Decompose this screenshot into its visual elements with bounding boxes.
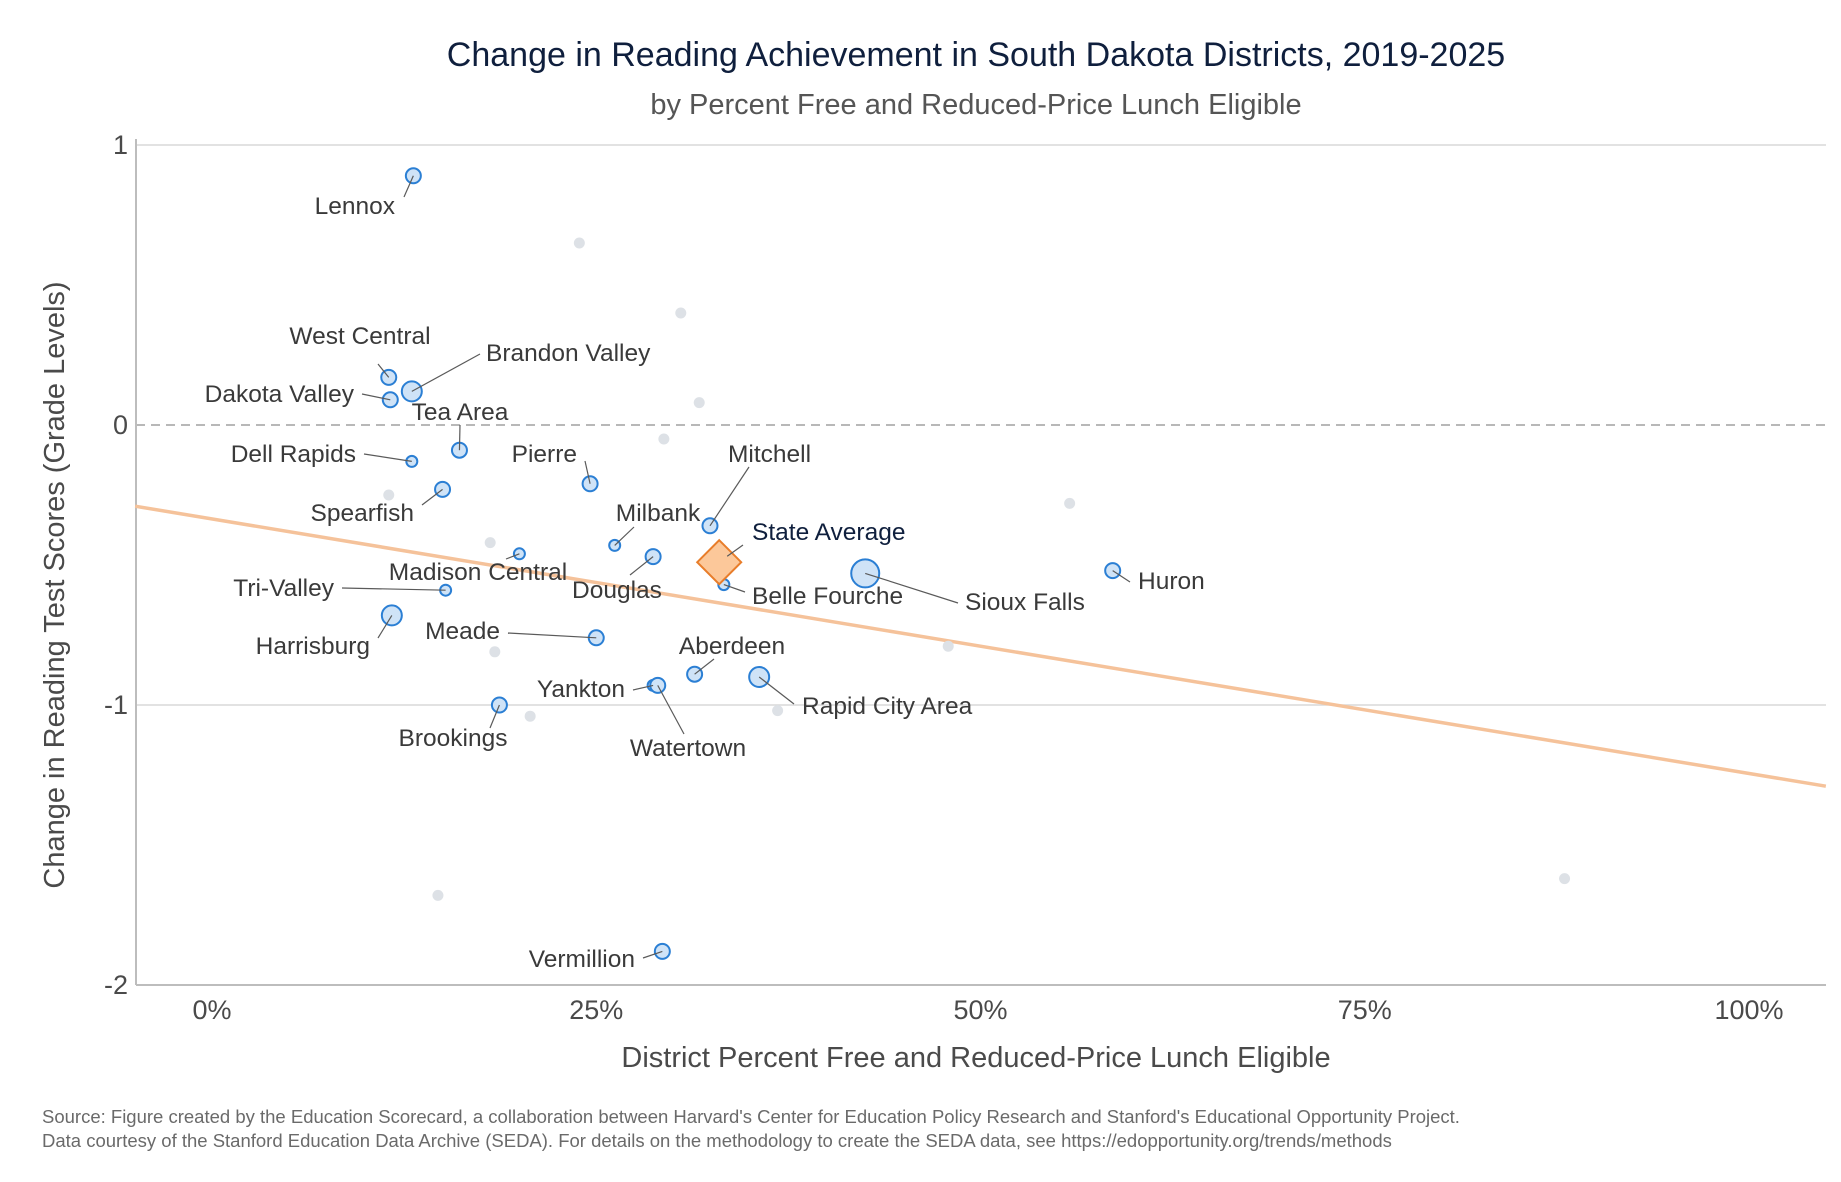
- unlabeled-point: [675, 307, 687, 319]
- unlabeled-point: [383, 489, 395, 501]
- leader-line-brookings: [489, 704, 500, 729]
- point-label-watertown: Watertown: [630, 735, 746, 762]
- point-label-brandon-valley: Brandon Valley: [486, 340, 651, 367]
- chart-subtitle: by Percent Free and Reduced-Price Lunch …: [650, 89, 1301, 121]
- unlabeled-point: [772, 705, 784, 717]
- source-note-line-2: Data courtesy of the Stanford Education …: [42, 1130, 1392, 1151]
- unlabeled-point: [693, 397, 705, 409]
- state-average-label: State Average: [752, 519, 905, 546]
- y-tick-label: 0: [113, 410, 128, 440]
- y-tick-label: -2: [104, 970, 128, 1000]
- trend-line: [134, 504, 1827, 788]
- leader-line-state-average: [726, 544, 744, 557]
- leader-line-madison-central: [505, 553, 520, 560]
- unlabeled-point: [1559, 873, 1571, 885]
- leader-line-vermillion: [642, 950, 663, 959]
- leader-line-dell-rapids: [363, 453, 412, 462]
- leader-line-tea-area: [458, 424, 461, 451]
- point-label-dell-rapids: Dell Rapids: [231, 441, 356, 468]
- y-tick-label: 1: [113, 130, 128, 160]
- point-label-mitchell: Mitchell: [728, 441, 811, 468]
- trend-line-group: [134, 504, 1827, 788]
- leader-line-aberdeen: [694, 658, 715, 675]
- leader-line-tri-valley: [341, 587, 446, 591]
- point-label-pierre: Pierre: [512, 441, 577, 468]
- leader-line-brandon-valley: [411, 353, 481, 392]
- y-axis-label: Change in Reading Test Scores (Grade Lev…: [39, 281, 71, 888]
- x-tick-label: 50%: [953, 995, 1007, 1025]
- axes: 1 0 -1 -2 0% 25% 50% 75% 100%: [104, 130, 1826, 1025]
- point-label-west-central: West Central: [289, 323, 430, 350]
- leader-line-west-central: [377, 363, 390, 378]
- point-label-dakota-valley: Dakota Valley: [205, 381, 355, 408]
- point-label-milbank: Milbank: [616, 500, 701, 527]
- y-tick-label: -1: [104, 690, 128, 720]
- point-labels: Lennox West Central Brandon Valley Dakota V…: [205, 175, 1205, 973]
- unlabeled-point: [524, 710, 536, 722]
- leader-line-dakota-valley: [361, 393, 391, 401]
- leader-line-meade: [507, 632, 597, 639]
- point-label-yankton: Yankton: [537, 676, 625, 703]
- point-label-sioux-falls: Sioux Falls: [965, 589, 1085, 616]
- leader-line-milbank: [614, 526, 635, 546]
- unlabeled-point: [432, 889, 444, 901]
- leader-line-mitchell: [709, 466, 750, 527]
- leader-line-yankton: [632, 684, 654, 691]
- point-label-spearfish: Spearfish: [310, 500, 414, 527]
- point-label-meade: Meade: [425, 618, 500, 645]
- leader-line-douglas: [629, 556, 654, 576]
- leader-line-rapid-city-area: [758, 676, 795, 705]
- leader-line-harrisburg: [377, 615, 393, 639]
- point-label-vermillion: Vermillion: [529, 946, 635, 973]
- unlabeled-point: [484, 537, 496, 549]
- unlabeled-point: [658, 433, 670, 445]
- gridlines: [136, 144, 1826, 706]
- unlabeled-point: [1064, 497, 1076, 509]
- leader-line-lennox: [403, 175, 414, 198]
- leader-line-pierre: [584, 460, 591, 484]
- source-note-line-1: Source: Figure created by the Education …: [42, 1106, 1460, 1127]
- unlabeled-point: [489, 646, 501, 658]
- x-tick-label: 0%: [192, 995, 231, 1025]
- x-tick-label: 75%: [1338, 995, 1392, 1025]
- state-average-marker: [695, 538, 743, 586]
- point-label-belle-fourche: Belle Fourche: [752, 583, 903, 610]
- point-label-huron: Huron: [1138, 568, 1205, 595]
- point-label-madison-central: Madison Central: [389, 559, 567, 586]
- leader-line-huron: [1112, 570, 1131, 583]
- leader-line-spearfish: [421, 488, 443, 506]
- point-label-tri-valley: Tri-Valley: [233, 575, 334, 602]
- point-label-harrisburg: Harrisburg: [256, 633, 370, 660]
- point-label-tea-area: Tea Area: [412, 399, 509, 426]
- point-label-aberdeen: Aberdeen: [679, 633, 785, 660]
- unlabeled-point: [942, 640, 954, 652]
- leader-line-watertown: [657, 685, 685, 735]
- point-label-lennox: Lennox: [315, 193, 395, 220]
- x-tick-label: 100%: [1714, 995, 1783, 1025]
- point-label-douglas: Douglas: [572, 577, 662, 604]
- unlabeled-point: [573, 237, 585, 249]
- point-label-rapid-city-area: Rapid City Area: [802, 693, 973, 720]
- leader-line-belle-fourche: [723, 584, 746, 593]
- x-tick-label: 25%: [569, 995, 623, 1025]
- chart-title: Change in Reading Achievement in South D…: [447, 36, 1505, 74]
- leader-line-sioux-falls: [865, 572, 959, 604]
- x-axis-label: District Percent Free and Reduced-Price …: [621, 1042, 1330, 1074]
- point-label-brookings: Brookings: [399, 725, 508, 752]
